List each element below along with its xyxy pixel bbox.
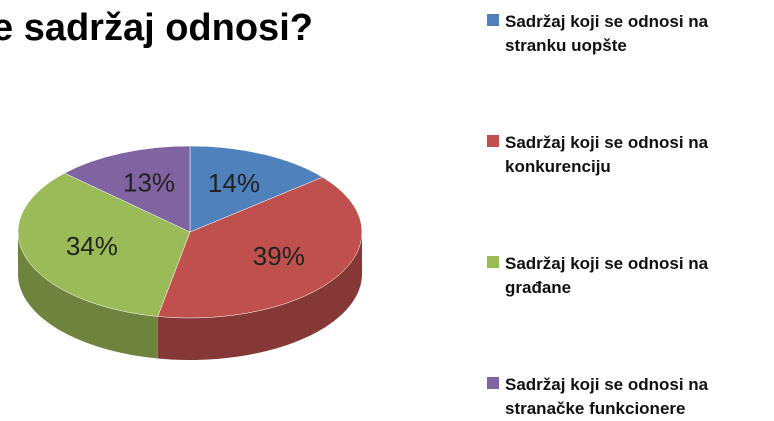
- legend-label: Sadržaj koji se odnosi na građane: [505, 254, 709, 297]
- legend-swatch: [487, 256, 499, 268]
- legend-label: Sadržaj koji se odnosi na konkurenciju: [505, 133, 709, 176]
- slice-side: [18, 232, 158, 359]
- data-label: 34%: [66, 231, 118, 261]
- legend-item: Sadržaj koji se odnosi na stranačke funk…: [487, 373, 762, 421]
- data-label: 14%: [208, 168, 260, 198]
- slice: [157, 176, 363, 319]
- legend-item: Sadržaj koji se odnosi na građane: [487, 252, 762, 300]
- slice: [189, 145, 324, 233]
- chart-title: e sadržaj odnosi?: [0, 7, 313, 49]
- legend-swatch: [487, 135, 499, 147]
- legend-item: Sadržaj koji se odnosi na stranku uopšte: [487, 10, 762, 58]
- legend-swatch: [487, 14, 499, 26]
- legend-item: Sadržaj koji se odnosi na konkurenciju: [487, 131, 762, 179]
- legend-label: Sadržaj koji se odnosi na stranku uopšte: [505, 12, 709, 55]
- legend-label: Sadržaj koji se odnosi na stranačke funk…: [505, 375, 709, 418]
- slice: [64, 145, 191, 233]
- slice: [17, 172, 191, 317]
- data-label: 39%: [253, 241, 305, 271]
- legend-swatch: [487, 377, 499, 389]
- slice-side: [157, 232, 362, 360]
- data-label: 13%: [123, 168, 175, 198]
